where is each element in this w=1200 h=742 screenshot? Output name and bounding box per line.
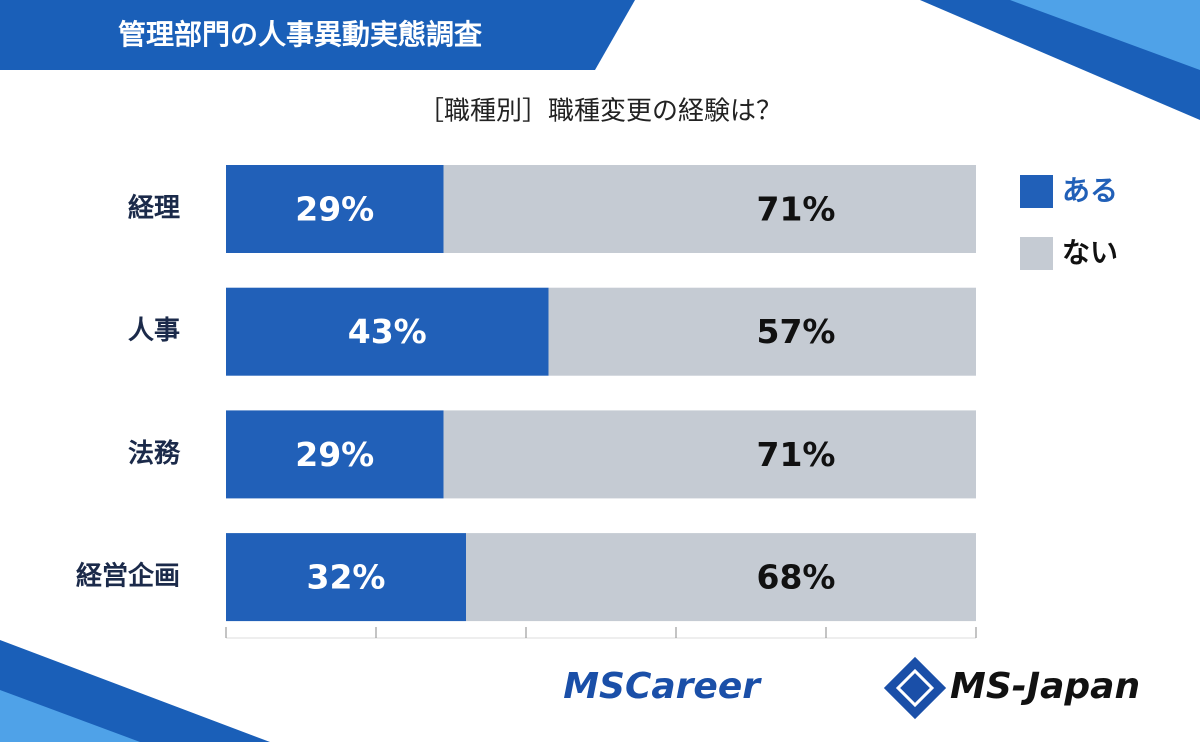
value-label: 68%	[757, 558, 836, 597]
value-label: 43%	[348, 312, 427, 351]
logo-mark	[883, 656, 947, 720]
value-label: 71%	[757, 435, 836, 474]
category-label: 人事	[128, 316, 180, 346]
category-label: 法務	[128, 439, 181, 469]
bar-segment	[226, 165, 444, 253]
bar-segment	[443, 410, 976, 499]
value-label: 71%	[757, 190, 836, 229]
value-label: 29%	[295, 190, 374, 229]
value-label: 32%	[307, 558, 386, 597]
legend-label: ない	[1062, 236, 1118, 269]
legend-swatch	[1020, 237, 1053, 270]
decor	[1010, 0, 1200, 70]
logo: MS-Japan	[950, 666, 1140, 707]
title-banner	[0, 0, 635, 70]
decor	[0, 690, 140, 742]
bar-segment	[466, 533, 976, 622]
legend-label: ある	[1062, 174, 1118, 207]
value-label: 57%	[757, 312, 836, 351]
bar-segment	[226, 533, 466, 622]
bar-segment	[443, 165, 976, 253]
bar-segment	[226, 287, 549, 376]
value-label: 29%	[295, 435, 374, 474]
legend-swatch	[1020, 175, 1053, 208]
logo: MSCareer	[563, 666, 762, 707]
bar-segment	[226, 410, 444, 499]
bar-segment	[548, 287, 976, 376]
category-label: 経理	[128, 193, 180, 224]
category-label: 経営企画	[76, 561, 180, 592]
page-title: 管理部門の人事異動実態調査	[118, 18, 482, 51]
chart-title: ［職種別］職種変更の経験は？	[418, 97, 782, 127]
